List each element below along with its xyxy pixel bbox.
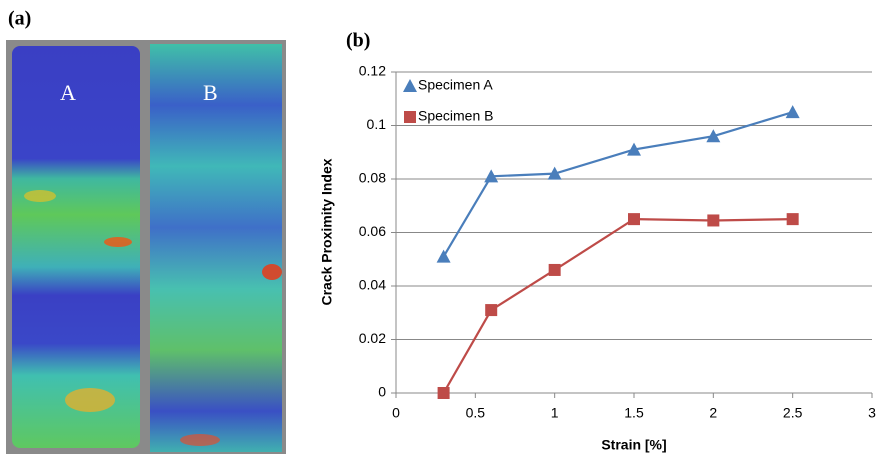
marker [485, 304, 498, 317]
specimen-region [150, 44, 282, 452]
hotspot [180, 434, 220, 446]
marker [707, 214, 720, 227]
x-tick-label: 2.5 [783, 405, 803, 421]
y-tick-label: 0.06 [359, 223, 386, 239]
y-tick-label: 0.12 [359, 63, 386, 79]
marker [436, 249, 451, 263]
series-line [442, 218, 793, 394]
hotspot [65, 388, 115, 412]
x-tick-label: 1.5 [624, 405, 644, 421]
hotspot [104, 237, 132, 247]
y-tick-label: 0 [378, 384, 386, 400]
x-tick-label: 1 [551, 405, 559, 421]
marker [706, 129, 721, 143]
marker [786, 213, 799, 226]
marker [403, 79, 417, 92]
x-tick-label: 3 [868, 405, 876, 421]
panel-label: (a) [8, 8, 31, 30]
panel-label: (b) [346, 30, 370, 52]
hotspot [24, 190, 56, 202]
y-tick-label: 0.04 [359, 277, 386, 293]
x-tick-label: 0.5 [466, 405, 486, 421]
marker [627, 142, 641, 156]
marker [404, 111, 416, 123]
marker [628, 213, 640, 226]
specimen-label: B [203, 80, 218, 105]
marker [548, 263, 561, 276]
x-axis-label: Strain [%] [601, 437, 666, 453]
y-tick-label: 0.08 [359, 170, 386, 186]
y-tick-label: 0.1 [367, 116, 387, 132]
y-tick-label: 0.02 [359, 330, 386, 346]
marker [785, 105, 800, 119]
hotspot [262, 264, 282, 280]
y-axis-label: Crack Proximity Index [319, 158, 335, 305]
x-tick-label: 2 [709, 405, 717, 421]
legend-label: Specimen B [418, 108, 493, 124]
marker [484, 169, 499, 183]
marker [437, 387, 450, 399]
specimen-image: A B [6, 40, 286, 454]
marker [547, 166, 562, 180]
legend-label: Specimen A [418, 77, 493, 93]
series-line [442, 111, 793, 258]
x-tick-label: 0 [392, 405, 400, 421]
specimen-region [12, 46, 140, 448]
specimen-label: A [60, 80, 76, 105]
